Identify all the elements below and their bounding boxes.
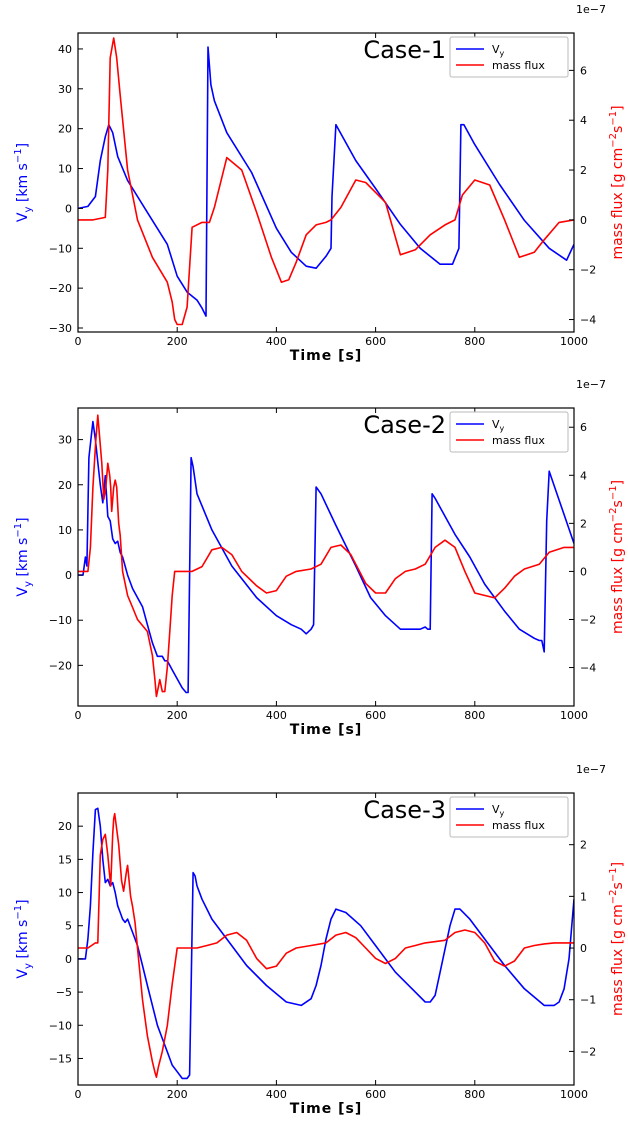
plot-frame (77, 792, 575, 1086)
legend-entry: Vy (492, 418, 505, 433)
y-right-tick-label: 1 (580, 890, 587, 903)
y-left-tick-label: −10 (49, 614, 72, 627)
y-right-tick-label: 0 (580, 214, 587, 227)
x-tick-label: 0 (75, 1088, 82, 1101)
x-tick-label: 400 (266, 335, 287, 348)
y-left-tick-label: 20 (58, 479, 72, 492)
panel-case-1: 0 200 400 600 800 1000−30−20−10010203040−4−20… (13, 3, 626, 364)
y-axis-right-label: mass flux [g cm−2s−1] (608, 105, 626, 259)
y-right-tick-label: 6 (580, 421, 587, 434)
panel-case-2: 0 200 400 600 800 1000−20−100102030−4−202461e… (13, 378, 626, 738)
y-right-tick-label: −2 (580, 613, 596, 626)
series-line-mass-flux (78, 414, 574, 698)
y-left-tick-label: 15 (58, 853, 72, 866)
y-right-tick-label: −1 (580, 994, 596, 1007)
x-tick-label: 200 (167, 1088, 188, 1101)
y-left-tick-label: −10 (49, 1019, 72, 1032)
x-axis-label: Time [s] (290, 1101, 362, 1117)
x-tick-label: 400 (266, 709, 287, 722)
y-axis-right-label: mass flux [g cm−2s−1] (608, 862, 626, 1016)
y-left-tick-label: −15 (49, 1052, 72, 1065)
y-left-tick-label: 20 (58, 123, 72, 136)
legend-box (449, 411, 569, 453)
legend-entry: mass flux (492, 59, 545, 72)
y-right-tick-label: 4 (580, 114, 587, 127)
y-left-tick-label: 10 (58, 524, 72, 537)
y-left-tick-label: 30 (58, 434, 72, 447)
y-left-tick-label: 0 (65, 953, 72, 966)
y-right-tick-label: −4 (580, 662, 596, 675)
x-tick-label: 600 (365, 335, 386, 348)
y-right-tick-label: 4 (580, 469, 587, 482)
y-right-tick-label: 0 (580, 565, 587, 578)
panel-title: Case-1 (363, 36, 446, 64)
right-axis-scale-label: 1e−7 (576, 378, 606, 391)
y-left-tick-label: 0 (65, 569, 72, 582)
x-tick-label: 1000 (560, 709, 588, 722)
y-axis-left-label: Vy [km s−1] (13, 143, 34, 222)
y-left-tick-label: 0 (65, 202, 72, 215)
y-right-tick-label: −4 (580, 314, 596, 327)
legend-box (449, 36, 569, 78)
panel-title: Case-3 (363, 796, 446, 824)
series-line-mass-flux (78, 37, 574, 326)
x-axis-label: Time [s] (290, 348, 362, 364)
x-tick-label: 1000 (560, 1088, 588, 1101)
y-right-tick-label: 2 (580, 517, 587, 530)
x-tick-label: 0 (75, 709, 82, 722)
y-axis-left-label: Vy [km s−1] (13, 517, 34, 596)
y-right-tick-label: 2 (580, 839, 587, 852)
y-axis-right-label: mass flux [g cm−2s−1] (608, 480, 626, 634)
legend-entry: Vy (492, 803, 505, 818)
legend-entry: mass flux (492, 819, 545, 832)
x-tick-label: 800 (464, 709, 485, 722)
y-right-tick-label: −2 (580, 1045, 596, 1058)
y-left-tick-label: −5 (56, 986, 72, 999)
y-right-tick-label: −2 (580, 264, 596, 277)
y-left-tick-label: −30 (49, 322, 72, 335)
legend-entry: Vy (492, 43, 505, 58)
x-tick-label: 800 (464, 1088, 485, 1101)
series-line-v-y (78, 46, 574, 317)
series-line-mass-flux (78, 812, 574, 1078)
y-left-tick-label: 5 (65, 920, 72, 933)
plot-frame (77, 407, 575, 707)
y-right-tick-label: 0 (580, 942, 587, 955)
series-line-v-y (78, 420, 574, 694)
y-left-tick-label: −20 (49, 659, 72, 672)
y-right-tick-label: 2 (580, 164, 587, 177)
x-tick-label: 400 (266, 1088, 287, 1101)
plot-frame (77, 32, 575, 333)
x-tick-label: 200 (167, 335, 188, 348)
y-axis-left-label: Vy [km s−1] (13, 899, 34, 978)
y-left-tick-label: 10 (58, 163, 72, 176)
legend-box (449, 796, 569, 838)
y-left-tick-label: −10 (49, 242, 72, 255)
right-axis-scale-label: 1e−7 (576, 3, 606, 16)
y-right-tick-label: 6 (580, 64, 587, 77)
x-tick-label: 0 (75, 335, 82, 348)
y-left-tick-label: 40 (58, 43, 72, 56)
legend-entry: mass flux (492, 434, 545, 447)
y-left-tick-label: 20 (58, 820, 72, 833)
panel-case-3: 0 200 400 600 800 1000−15−10−505101520−2−1012… (13, 763, 626, 1117)
x-tick-label: 800 (464, 335, 485, 348)
y-left-tick-label: 10 (58, 887, 72, 900)
x-axis-label: Time [s] (290, 722, 362, 738)
x-tick-label: 200 (167, 709, 188, 722)
x-tick-label: 1000 (560, 335, 588, 348)
x-tick-label: 600 (365, 1088, 386, 1101)
y-left-tick-label: −20 (49, 282, 72, 295)
x-tick-label: 600 (365, 709, 386, 722)
panel-title: Case-2 (363, 411, 446, 439)
y-left-tick-label: 30 (58, 83, 72, 96)
right-axis-scale-label: 1e−7 (576, 763, 606, 776)
